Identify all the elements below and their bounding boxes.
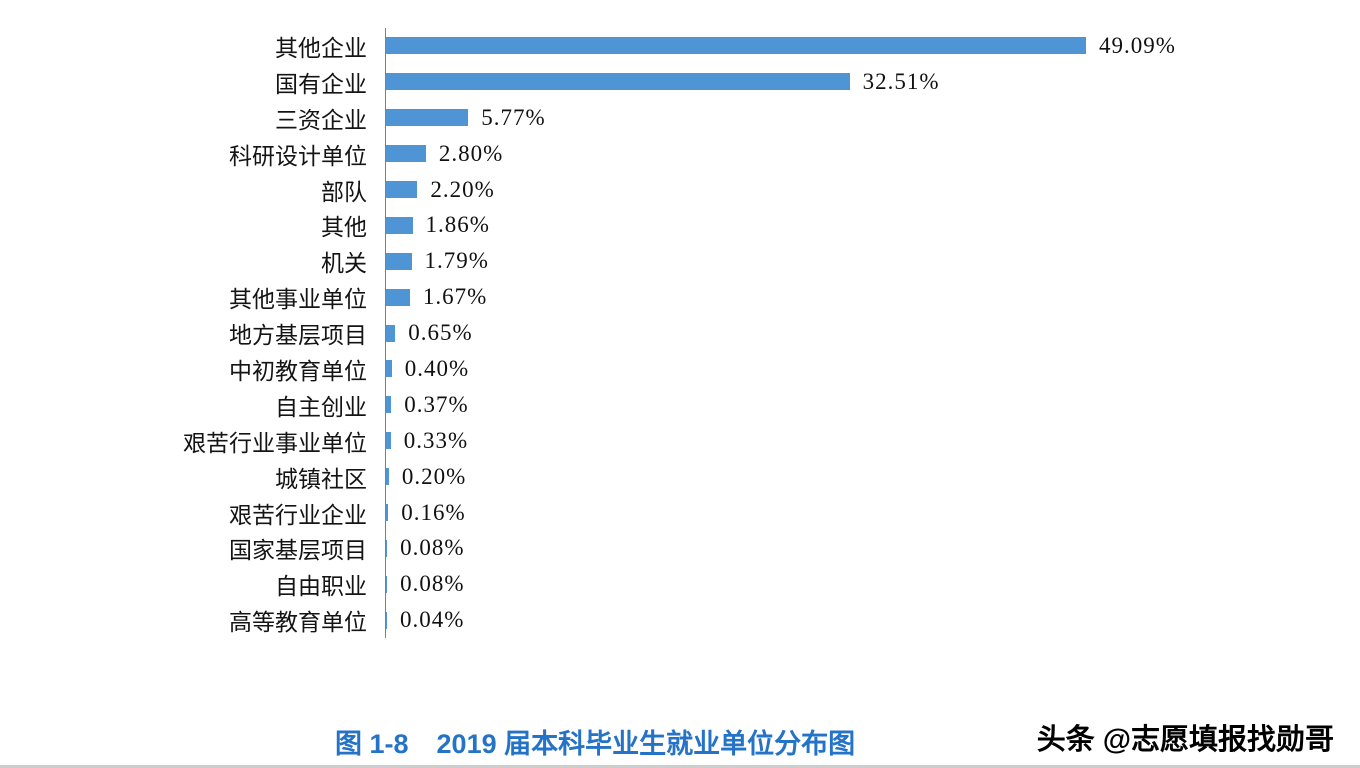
chart-row: 中初教育单位 0.40% bbox=[0, 351, 1176, 387]
bar-area: 0.37% bbox=[385, 386, 469, 423]
category-label: 艰苦行业企业 bbox=[229, 502, 367, 528]
value-label: 0.40% bbox=[404, 355, 470, 381]
category-label: 高等教育单位 bbox=[229, 610, 367, 636]
chart-caption: 图 1-8 2019 届本科毕业生就业单位分布图 bbox=[335, 722, 855, 761]
value-label: 0.37% bbox=[404, 391, 469, 417]
chart-row: 艰苦行业企业 0.16% bbox=[0, 494, 1176, 531]
category-label: 国有企业 bbox=[275, 71, 367, 97]
bar bbox=[386, 252, 412, 270]
bar-area: 2.80% bbox=[385, 135, 504, 172]
category-label: 城镇社区 bbox=[275, 466, 367, 492]
category-label: 其他企业 bbox=[275, 35, 367, 61]
bar bbox=[386, 324, 396, 342]
category-label: 艰苦行业事业单位 bbox=[183, 430, 367, 456]
category-label: 机关 bbox=[321, 251, 367, 277]
bar-area: 0.16% bbox=[385, 494, 466, 531]
bar-area: 0.40% bbox=[385, 351, 469, 387]
category-label: 科研设计单位 bbox=[229, 143, 367, 169]
bar-area: 0.20% bbox=[385, 458, 467, 495]
bar bbox=[386, 432, 391, 450]
bar bbox=[386, 504, 389, 522]
category-label: 其他事业单位 bbox=[229, 287, 367, 313]
bar bbox=[386, 575, 388, 593]
value-label: 1.79% bbox=[424, 248, 489, 274]
value-label: 0.04% bbox=[400, 607, 465, 633]
category-label: 国家基层项目 bbox=[229, 538, 367, 564]
value-label: 0.08% bbox=[400, 535, 465, 561]
value-label: 49.09% bbox=[1099, 32, 1176, 58]
value-label: 5.77% bbox=[481, 104, 546, 130]
value-label: 0.20% bbox=[401, 463, 467, 489]
category-label: 自由职业 bbox=[275, 574, 367, 600]
chart-row: 自主创业 0.37% bbox=[0, 386, 1176, 423]
chart-row: 其他企业 49.09% bbox=[0, 28, 1176, 64]
category-label: 部队 bbox=[321, 179, 367, 205]
bar-area: 5.77% bbox=[385, 99, 546, 136]
chart-row: 科研设计单位 2.80% bbox=[0, 135, 1176, 172]
chart-row: 城镇社区 0.20% bbox=[0, 458, 1176, 495]
bar-area: 0.65% bbox=[385, 315, 473, 352]
chart-row: 其他事业单位 1.67% bbox=[0, 279, 1176, 316]
chart-row: 高等教育单位 0.04% bbox=[0, 602, 1176, 639]
watermark: 头条 @志愿填报找勋哥 bbox=[1037, 716, 1334, 758]
chart-row: 其他 1.86% bbox=[0, 207, 1176, 244]
value-label: 0.08% bbox=[400, 571, 465, 597]
bar bbox=[386, 145, 426, 163]
chart-row: 机关 1.79% bbox=[0, 243, 1176, 280]
chart-row: 地方基层项目 0.65% bbox=[0, 315, 1176, 352]
bar bbox=[386, 396, 392, 414]
caption-title: 2019 届本科毕业生就业单位分布图 bbox=[436, 729, 856, 759]
watermark-handle: @志愿填报找勋哥 bbox=[1102, 724, 1334, 756]
bar-area: 32.51% bbox=[385, 63, 940, 100]
bar bbox=[386, 37, 1087, 55]
value-label: 0.65% bbox=[408, 320, 473, 346]
chart-row: 艰苦行业事业单位 0.33% bbox=[0, 422, 1176, 459]
bar-area: 1.86% bbox=[385, 207, 490, 244]
bar-area: 2.20% bbox=[385, 171, 495, 208]
bar-area: 0.04% bbox=[385, 602, 465, 639]
category-label: 中初教育单位 bbox=[229, 358, 367, 384]
bar-chart: 其他企业 49.09% 国有企业 32.51% 三资企业 5.77% 科研设计单位 2.80%… bbox=[0, 28, 1176, 639]
caption-figure-number: 图 1-8 bbox=[335, 729, 409, 759]
bar bbox=[386, 109, 469, 127]
bar-area: 0.08% bbox=[385, 566, 465, 603]
bar bbox=[386, 539, 388, 557]
value-label: 2.80% bbox=[438, 140, 504, 166]
bar bbox=[386, 360, 392, 378]
chart-row: 部队 2.20% bbox=[0, 171, 1176, 208]
value-label: 0.16% bbox=[401, 499, 466, 525]
bar bbox=[386, 288, 410, 306]
value-label: 32.51% bbox=[862, 68, 940, 94]
category-label: 地方基层项目 bbox=[229, 323, 367, 349]
bar-area: 0.33% bbox=[385, 422, 469, 459]
chart-row: 自由职业 0.08% bbox=[0, 566, 1176, 603]
value-label: 1.67% bbox=[422, 284, 488, 310]
bar-area: 1.79% bbox=[385, 243, 489, 280]
chart-row: 国家基层项目 0.08% bbox=[0, 530, 1176, 567]
bar-area: 0.08% bbox=[385, 530, 465, 567]
category-label: 三资企业 bbox=[275, 107, 367, 133]
bar-area: 49.09% bbox=[385, 28, 1176, 64]
bar bbox=[386, 611, 387, 629]
chart-row: 国有企业 32.51% bbox=[0, 63, 1176, 100]
bar-area: 1.67% bbox=[385, 279, 488, 316]
chart-rows: 其他企业 49.09% 国有企业 32.51% 三资企业 5.77% 科研设计单位 2.80%… bbox=[0, 28, 1176, 639]
value-label: 2.20% bbox=[430, 176, 495, 202]
category-label: 其他 bbox=[321, 215, 367, 241]
bar bbox=[386, 216, 413, 234]
bar bbox=[386, 468, 389, 486]
value-label: 1.86% bbox=[425, 212, 490, 238]
bottom-divider bbox=[0, 765, 1360, 768]
bar bbox=[386, 73, 850, 91]
toutiao-logo: 头条 bbox=[1036, 724, 1095, 756]
chart-row: 三资企业 5.77% bbox=[0, 99, 1176, 136]
value-label: 0.33% bbox=[403, 427, 469, 453]
category-label: 自主创业 bbox=[275, 394, 367, 420]
bar bbox=[386, 181, 418, 198]
